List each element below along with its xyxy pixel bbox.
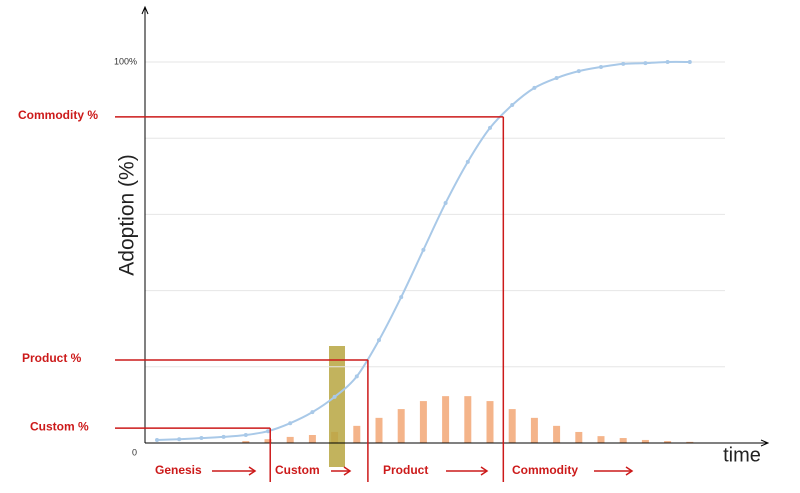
bar xyxy=(530,417,538,443)
curve-point xyxy=(643,61,648,66)
curve-point xyxy=(599,64,603,69)
curve-point xyxy=(155,437,159,442)
bar xyxy=(641,439,649,443)
stage-label: Product xyxy=(383,463,428,477)
threshold-label: Product % xyxy=(22,351,82,365)
bar xyxy=(686,441,694,443)
bar xyxy=(397,409,405,443)
curve-point xyxy=(177,437,182,442)
bar xyxy=(375,417,383,443)
bar xyxy=(664,441,672,443)
stage-label: Genesis xyxy=(155,463,202,477)
curve-point xyxy=(354,374,359,379)
stage-label: Commodity xyxy=(512,463,578,477)
bar xyxy=(464,396,472,443)
highlight-band xyxy=(329,346,345,467)
curve-point xyxy=(687,60,692,64)
stage-arrowhead xyxy=(625,466,634,476)
curve-point xyxy=(576,69,581,74)
bar xyxy=(597,436,605,443)
bar xyxy=(264,439,272,443)
bar xyxy=(508,409,516,443)
curve-point xyxy=(510,103,515,108)
y-tick-label: 100% xyxy=(114,56,137,66)
curve-point xyxy=(665,60,670,64)
threshold-label: Commodity % xyxy=(18,108,98,122)
curve-point xyxy=(310,410,315,415)
curve-point xyxy=(621,61,626,66)
stage-arrowhead xyxy=(480,466,489,476)
x-axis-label: time xyxy=(723,444,761,466)
curve-point xyxy=(443,200,448,205)
curve-point xyxy=(421,247,426,252)
curve-point xyxy=(465,159,470,164)
threshold-label: Custom % xyxy=(30,419,89,433)
curve-point xyxy=(377,338,381,343)
x-axis-arrow xyxy=(760,439,770,447)
bar xyxy=(442,396,450,443)
bar xyxy=(619,438,627,443)
y-axis-label: Adoption (%) xyxy=(116,154,139,275)
curve-point xyxy=(554,76,559,81)
curve-point xyxy=(399,295,404,300)
stage-arrowhead xyxy=(343,466,352,476)
bar xyxy=(575,431,583,443)
bar xyxy=(286,436,294,443)
curve-point xyxy=(199,436,204,441)
bar xyxy=(486,401,494,443)
curve-point xyxy=(243,432,248,437)
bar xyxy=(553,425,561,443)
stage-label: Custom xyxy=(275,463,320,477)
bar xyxy=(353,425,361,443)
curve-point xyxy=(266,429,270,434)
stage-arrowhead xyxy=(248,466,257,476)
y-axis-arrow xyxy=(141,5,149,15)
y-tick-label: 0 xyxy=(132,447,137,457)
curve-point xyxy=(488,125,492,130)
bar xyxy=(242,441,250,443)
curve-point xyxy=(532,85,537,90)
curve-point xyxy=(221,434,226,439)
curve-point xyxy=(288,421,293,426)
curve-point xyxy=(332,394,337,399)
bar xyxy=(419,401,427,443)
bar xyxy=(308,434,316,443)
